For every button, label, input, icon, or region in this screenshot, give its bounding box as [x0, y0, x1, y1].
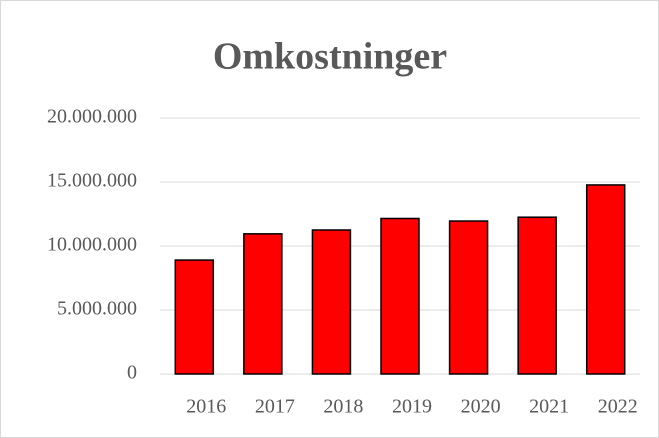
x-tick-label: 2019	[392, 396, 432, 418]
bar	[174, 259, 215, 375]
y-tick-label: 20.000.000	[47, 106, 137, 128]
x-tick-label: 2018	[323, 396, 363, 418]
y-tick-label: 15.000.000	[47, 170, 137, 192]
x-tick-label: 2021	[529, 396, 569, 418]
y-tick-label: 0	[127, 362, 137, 384]
x-tick-label: 2022	[598, 396, 638, 418]
chart-title: Omkostninger	[213, 36, 447, 78]
y-tick-label: 5.000.000	[57, 298, 137, 320]
x-tick-label: 2017	[255, 396, 295, 418]
bar	[243, 233, 283, 375]
bar	[448, 220, 489, 375]
bar	[585, 184, 626, 375]
y-tick-label: 10.000.000	[47, 234, 137, 256]
bar	[311, 229, 352, 375]
x-tick-label: 2016	[186, 396, 226, 418]
bar	[380, 217, 420, 375]
bar	[517, 216, 557, 375]
x-tick-label: 2020	[461, 396, 501, 418]
